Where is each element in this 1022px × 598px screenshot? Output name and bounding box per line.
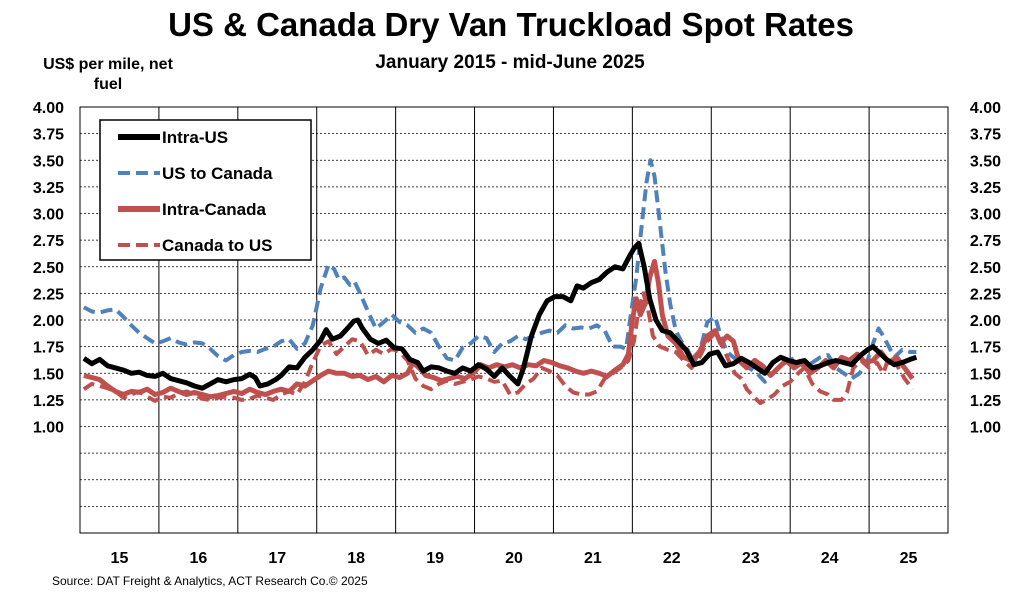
y-tick-label-right: 4.00 <box>970 100 1001 117</box>
legend-label: Intra-US <box>162 128 228 147</box>
y-tick-label-right: 2.25 <box>970 286 1001 303</box>
y-tick-label-left: 1.00 <box>33 420 64 437</box>
y-tick-label-left: 2.25 <box>33 286 64 303</box>
y-tick-label-right: 1.50 <box>970 366 1001 383</box>
x-tick-label: 17 <box>268 550 286 567</box>
y-tick-label-right: 3.75 <box>970 127 1001 144</box>
x-tick-label: 25 <box>900 550 918 567</box>
x-axis: 15 16 17 18 19 20 21 22 23 24 25 <box>111 550 918 567</box>
y-tick-label-right: 2.75 <box>970 233 1001 250</box>
y-tick-label-left: 1.25 <box>33 393 64 410</box>
x-tick-label: 15 <box>111 550 129 567</box>
chart-title: US & Canada Dry Van Truckload Spot Rates <box>168 6 854 43</box>
y-tick-label-left: 1.50 <box>33 366 64 383</box>
legend-label: US to Canada <box>162 164 273 183</box>
y-tick-label-left: 3.25 <box>33 180 64 197</box>
x-tick-label: 20 <box>505 550 523 567</box>
x-tick-label: 19 <box>426 550 444 567</box>
y-tick-label-left: 2.50 <box>33 260 64 277</box>
y-tick-label-right: 3.00 <box>970 207 1001 224</box>
chart-subtitle: January 2015 - mid-June 2025 <box>375 52 645 73</box>
y-axis-right: 4.00 3.75 3.50 3.25 3.00 2.75 2.50 2.25 2.00 1.75… <box>970 100 1001 437</box>
x-tick-label: 18 <box>347 550 365 567</box>
y-tick-label-right: 1.00 <box>970 420 1001 437</box>
y-axis-label-line2: fuel <box>93 76 123 93</box>
x-tick-label: 23 <box>742 550 760 567</box>
y-tick-label-left: 3.00 <box>33 207 64 224</box>
plot-area-border <box>79 106 949 534</box>
y-tick-label-left: 3.50 <box>33 153 64 170</box>
legend: Intra-US US to Canada Intra-Canada Canada t… <box>99 119 312 261</box>
series-lines <box>82 158 918 406</box>
y-tick-label-left: 2.75 <box>33 233 64 250</box>
y-tick-label-left: 2.00 <box>33 313 64 330</box>
legend-label: Intra-Canada <box>162 200 266 219</box>
y-tick-label-left: 1.75 <box>33 340 64 357</box>
y-axis-label: US$ per mile, net fuel <box>8 55 208 95</box>
y-tick-label-right: 1.75 <box>970 340 1001 357</box>
x-tick-label: 16 <box>189 550 207 567</box>
x-tick-label: 21 <box>584 550 602 567</box>
x-tick-label: 22 <box>663 550 681 567</box>
series-line-intra-canada <box>83 258 915 400</box>
y-tick-label-right: 3.25 <box>970 180 1001 197</box>
series-line-intra-us <box>82 240 918 391</box>
y-axis-label-line1: US$ per mile, net <box>43 56 173 73</box>
y-axis-left: 4.00 3.75 3.50 3.25 3.00 2.75 2.50 2.25 2.00 1.75… <box>33 100 64 437</box>
y-tick-label-right: 1.25 <box>970 393 1001 410</box>
y-tick-label-left: 3.75 <box>33 127 64 144</box>
y-tick-label-left: 4.00 <box>33 100 64 117</box>
legend-label: Canada to US <box>162 236 273 255</box>
x-tick-label: 24 <box>821 550 839 567</box>
legend-box <box>99 119 312 261</box>
series-line-canada-to-us <box>82 291 915 406</box>
source-note: Source: DAT Freight & Analytics, ACT Res… <box>52 574 368 588</box>
y-tick-label-right: 2.50 <box>970 260 1001 277</box>
y-tick-label-right: 2.00 <box>970 313 1001 330</box>
y-tick-label-right: 3.50 <box>970 153 1001 170</box>
